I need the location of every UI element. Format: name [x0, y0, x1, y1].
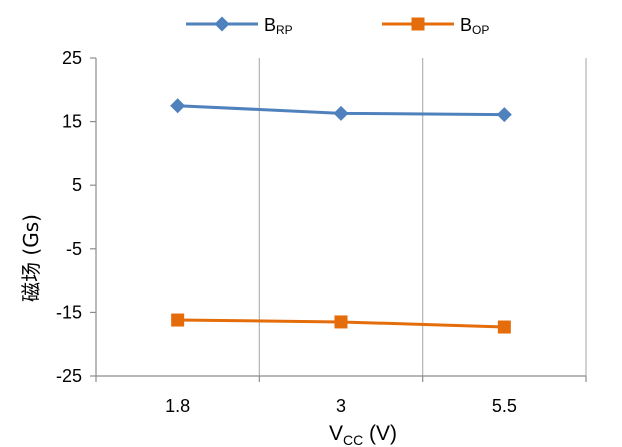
data-point-b-rp — [333, 105, 349, 121]
legend-label-main: B — [460, 15, 472, 35]
axes — [90, 57, 587, 382]
x-tick-label: 5.5 — [492, 396, 517, 416]
x-axis-label: VCC (V) — [329, 422, 397, 447]
data-point-b-op — [171, 313, 185, 327]
series-group — [170, 98, 512, 334]
legend-label-sub: OP — [472, 23, 489, 37]
x-tick-label: 1.8 — [165, 396, 190, 416]
x-axis-label-main: V — [329, 422, 343, 445]
legend-label-sub: RP — [276, 23, 293, 37]
data-point-b-rp — [496, 107, 512, 123]
x-tick-label: 3 — [336, 396, 346, 416]
legend-label-b-rp: BRP — [264, 15, 293, 37]
legend-label-main: B — [264, 15, 276, 35]
vertical-gridlines — [258, 58, 587, 376]
y-tick-label: -15 — [56, 302, 82, 322]
legend-marker-b-op — [411, 17, 425, 31]
y-tick-label: -5 — [66, 239, 82, 259]
legend-marker-b-rp — [214, 16, 230, 32]
x-axis-label-sub: CC — [343, 432, 363, 447]
x-tick-labels: 1.8 3 5.5 — [165, 396, 517, 416]
y-tick-labels: 25 15 5 -5 -15 -25 — [56, 48, 82, 386]
y-tick-label: -25 — [56, 366, 82, 386]
data-point-b-op — [497, 320, 511, 334]
y-axis-label: 磁场 (Gs) — [19, 214, 43, 302]
data-point-b-rp — [170, 98, 186, 114]
y-tick-label: 15 — [62, 112, 82, 132]
data-point-b-op — [334, 315, 348, 329]
legend-label-b-op: BOP — [460, 15, 489, 37]
y-tick-label: 25 — [62, 48, 82, 68]
legend: BRP BOP — [186, 15, 489, 37]
y-tick-label: 5 — [72, 175, 82, 195]
x-axis-label-unit: (V) — [363, 422, 397, 445]
